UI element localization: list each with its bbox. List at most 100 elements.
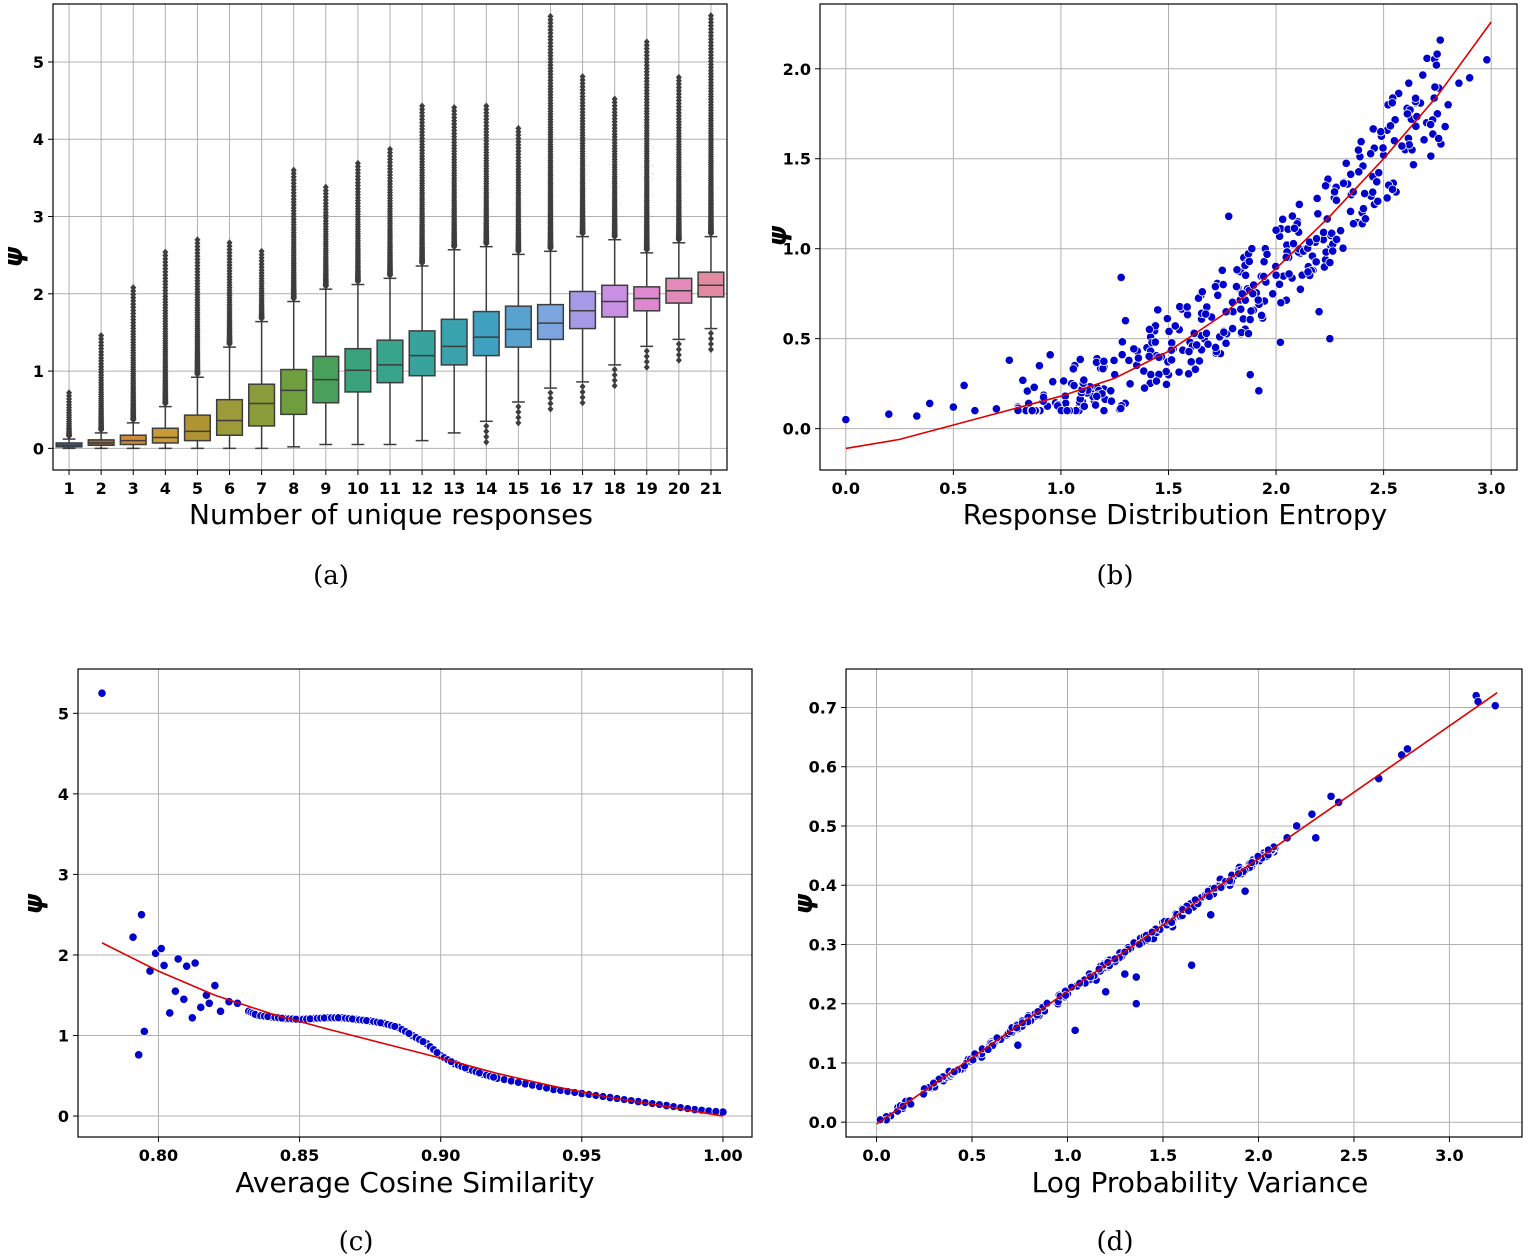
data-point <box>1314 307 1324 317</box>
flier-point <box>579 73 586 81</box>
data-point <box>1426 151 1436 161</box>
panel-d-ylabel: ψ <box>789 893 819 914</box>
data-point <box>1281 252 1291 262</box>
flier-point <box>579 383 586 391</box>
data-point <box>1329 187 1340 197</box>
data-point <box>159 960 169 971</box>
panel-c-ytick-label: 4 <box>58 785 69 804</box>
panel-c-ytick-label: 3 <box>58 865 69 884</box>
data-point <box>1353 145 1364 155</box>
panel-a-ytick-label: 4 <box>33 130 44 149</box>
data-point <box>187 1013 197 1023</box>
box-2 <box>87 332 115 450</box>
panel-d-ytick-label: 0.3 <box>809 935 837 954</box>
data-point <box>1360 188 1370 199</box>
data-point <box>1217 265 1227 275</box>
panel-a-xtick-label: 5 <box>192 479 203 498</box>
data-point <box>1368 187 1378 197</box>
panel-a-xtick-label: 15 <box>507 479 529 498</box>
flier-point <box>515 408 522 416</box>
panel-d-ytick-label: 0.2 <box>809 995 837 1014</box>
data-point <box>1224 211 1234 221</box>
data-point <box>182 961 192 971</box>
box-iqr <box>408 330 436 377</box>
data-point <box>1243 329 1254 339</box>
box-iqr <box>697 271 725 298</box>
panel-a-frame <box>52 3 728 471</box>
panel-d-xtick-label: 2.0 <box>1244 1146 1272 1165</box>
box-6 <box>215 239 244 450</box>
data-point <box>1410 93 1421 103</box>
data-point <box>1144 324 1155 335</box>
data-point <box>1287 211 1297 221</box>
data-point <box>1271 261 1281 272</box>
data-point <box>1325 334 1335 344</box>
panel-d-ytick-label: 0.0 <box>809 1113 837 1132</box>
panel-a-ylabel: ψ <box>0 246 29 267</box>
data-point <box>1213 290 1223 300</box>
data-point <box>1162 314 1172 324</box>
panel-b-plot-area: 0.0 0.5 1.0 1.5 2.0 0.0 0.5 1.0 1.5 2.0 2.5 3.0 <box>783 3 1518 498</box>
panel-d-frame <box>845 668 1523 1138</box>
data-point <box>1276 298 1286 308</box>
data-point <box>912 411 922 421</box>
panel-a-xtick-label: 18 <box>604 479 626 498</box>
data-point <box>1320 181 1331 191</box>
data-point <box>1275 337 1285 347</box>
box-iqr <box>183 414 212 442</box>
box-iqr <box>568 290 597 330</box>
flier-point <box>515 403 522 411</box>
data-point <box>1443 100 1453 110</box>
data-point <box>1099 406 1109 416</box>
data-point <box>1331 195 1342 205</box>
panel-b-frame <box>819 3 1518 471</box>
data-point <box>1106 396 1117 406</box>
data-point <box>1129 344 1139 354</box>
data-point <box>1253 295 1263 305</box>
panel-b-scatter: 0.0 0.5 1.0 1.5 2.0 0.0 0.5 1.0 1.5 2.0 2.5 3.0 Res… <box>763 3 1518 591</box>
panel-c-ylabel: ψ <box>19 893 49 914</box>
data-point <box>139 1026 149 1037</box>
data-point <box>1387 98 1397 108</box>
data-point <box>1194 356 1205 366</box>
box-15 <box>504 124 532 427</box>
data-point <box>1408 160 1419 170</box>
data-point <box>1385 121 1396 131</box>
data-point <box>1231 281 1242 292</box>
data-point <box>1079 375 1089 385</box>
data-point <box>1335 226 1346 236</box>
panel-a-ytick-label: 1 <box>33 362 44 381</box>
flier-point <box>483 427 490 435</box>
fit-curve <box>845 21 1492 450</box>
flier-point <box>290 166 297 174</box>
data-point <box>1341 158 1351 168</box>
data-point <box>134 1050 144 1060</box>
flier-point <box>611 366 618 374</box>
data-point <box>1075 354 1085 365</box>
flier-point <box>675 340 682 348</box>
panel-a-xtick-label: 4 <box>160 479 171 498</box>
data-point <box>128 932 138 942</box>
flier-point <box>483 433 490 441</box>
data-point <box>432 1048 442 1058</box>
data-point <box>179 994 189 1004</box>
data-point <box>1404 78 1414 88</box>
data-point <box>1166 355 1177 365</box>
data-point <box>1312 193 1322 204</box>
data-point <box>1201 328 1212 338</box>
flier-point <box>354 159 361 167</box>
panel-c-frame <box>77 668 753 1138</box>
flier-point <box>707 329 714 337</box>
panel-c-scatter: 0 1 2 3 4 5 0.80 0.85 0.90 0.95 1.00 Average Cosin… <box>19 668 753 1256</box>
data-point <box>1254 386 1264 396</box>
panel-a-xtick-label: 9 <box>320 479 331 498</box>
data-point <box>1190 364 1200 374</box>
data-point <box>1245 370 1255 380</box>
panel-d-xtick-label: 1.5 <box>1149 1146 1177 1165</box>
data-point <box>1018 375 1028 385</box>
data-point <box>1397 141 1407 151</box>
flier-point <box>579 399 586 407</box>
data-point <box>1434 133 1444 144</box>
panel-b-ytick-label: 0.0 <box>783 420 811 439</box>
panel-a-xtick-label: 10 <box>347 479 369 498</box>
